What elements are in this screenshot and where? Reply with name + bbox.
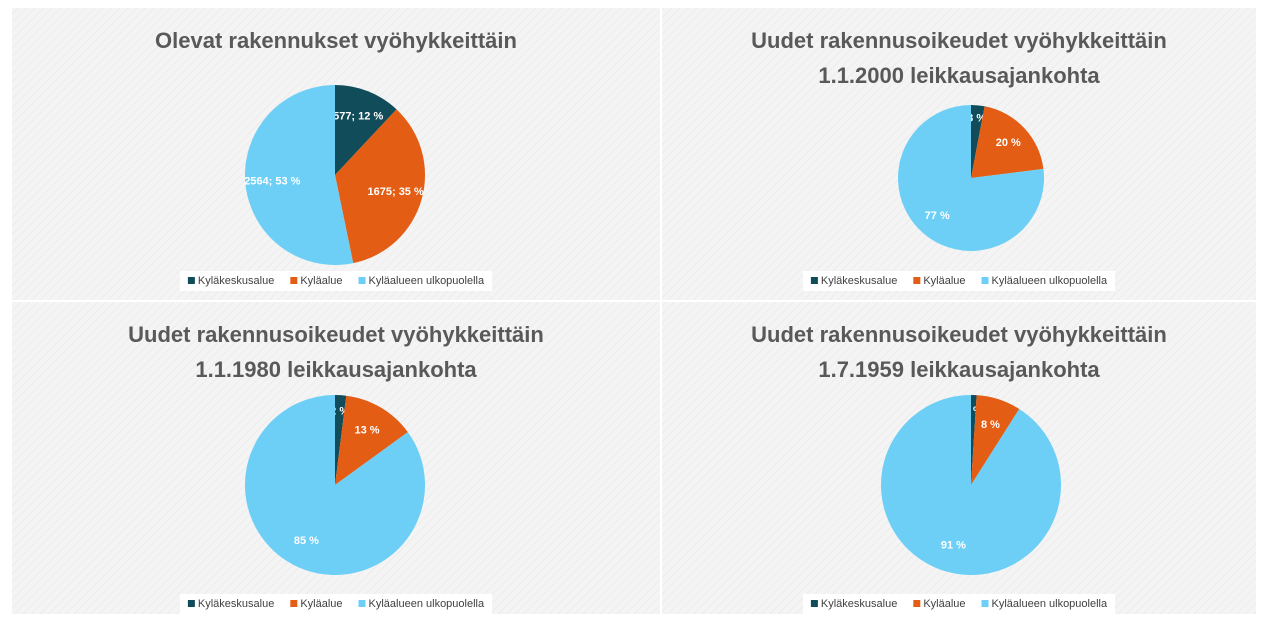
legend-box xyxy=(802,594,1116,614)
pie-slice xyxy=(971,395,977,485)
legend-label: Kyläalueen ulkopuolella xyxy=(992,275,1108,287)
legend-swatch xyxy=(913,600,921,607)
legend-swatch xyxy=(187,600,195,607)
pie-slice xyxy=(971,105,985,178)
legend-label: Kyläalueen ulkopuolella xyxy=(369,598,485,610)
pie-slice xyxy=(971,395,1020,485)
legend-swatch xyxy=(981,277,989,284)
legend-swatch xyxy=(358,277,366,284)
legend-swatch xyxy=(913,277,921,284)
data-label: 20 % xyxy=(996,137,1021,149)
chart-title: Olevat rakennukset vyöhykkeittäin xyxy=(155,28,517,53)
legend-label: Kyläkeskusalue xyxy=(821,598,897,610)
legend-label: Kyläalue xyxy=(923,275,965,287)
pie-chart: Olevat rakennukset vyöhykkeittäin 577; 12… xyxy=(12,8,660,300)
legend-swatch xyxy=(187,277,195,284)
legend: Kyläkeskusalue Kyläalue Kyläalueen ulkopuo… xyxy=(179,271,493,291)
legend: Kyläkeskusalue Kyläalue Kyläalueen ulkopuo… xyxy=(802,594,1116,614)
pie-slice xyxy=(335,85,397,175)
chart-title: 1.1.1980 leikkausajankohta xyxy=(195,357,477,382)
legend-swatch xyxy=(290,277,298,284)
legend-swatch xyxy=(810,600,818,607)
legend-label: Kyläkeskusalue xyxy=(198,598,274,610)
pie-chart: Uudet rakennusoikeudet vyöhykkeittäin 1.1… xyxy=(12,302,660,614)
data-label: 85 % xyxy=(294,535,319,547)
legend-box xyxy=(179,594,493,614)
pie-slice xyxy=(335,395,347,485)
legend-label: Kyläalue xyxy=(300,598,342,610)
pie-slice xyxy=(335,109,426,264)
legend-label: Kyläkeskusalue xyxy=(198,275,274,287)
pie-slice xyxy=(335,395,408,485)
pie-slice xyxy=(245,85,354,266)
legend-box xyxy=(802,271,1116,291)
legend-swatch xyxy=(358,600,366,607)
data-label: 91 % xyxy=(941,539,966,551)
pie-slice xyxy=(880,395,1061,575)
chart-title: Uudet rakennusoikeudet vyöhykkeittäin xyxy=(751,322,1167,347)
data-label: 3 % xyxy=(967,112,986,124)
legend: Kyläkeskusalue Kyläalue Kyläalueen ulkopuo… xyxy=(179,594,493,614)
legend-label: Kyläalueen ulkopuolella xyxy=(369,275,485,287)
legend-label: Kyläalue xyxy=(300,275,342,287)
legend-swatch xyxy=(810,277,818,284)
pie-chart: Uudet rakennusoikeudet vyöhykkeittäin 1.7… xyxy=(662,302,1256,614)
chart-title: Uudet rakennusoikeudet vyöhykkeittäin xyxy=(751,28,1167,53)
pie-slice xyxy=(244,395,425,575)
data-label: 1675; 35 % xyxy=(368,186,424,198)
pie-slice xyxy=(897,105,1044,251)
chart-title: Uudet rakennusoikeudet vyöhykkeittäin xyxy=(128,322,544,347)
data-label: 2564; 53 % xyxy=(244,175,300,187)
legend-swatch xyxy=(290,600,298,607)
chart-title: 1.7.1959 leikkausajankohta xyxy=(818,357,1100,382)
legend-label: Kyläkeskusalue xyxy=(821,275,897,287)
legend: Kyläkeskusalue Kyläalue Kyläalueen ulkopuo… xyxy=(802,271,1116,291)
data-label: 77 % xyxy=(925,210,950,222)
chart-title: 1.1.2000 leikkausajankohta xyxy=(818,63,1100,88)
data-label: 13 % xyxy=(355,425,380,437)
legend-swatch xyxy=(981,600,989,607)
pie-chart: Uudet rakennusoikeudet vyöhykkeittäin 1.1… xyxy=(662,8,1256,300)
data-label: 577; 12 % xyxy=(333,110,383,122)
data-label: 8 % xyxy=(981,419,1000,431)
legend-label: Kyläalue xyxy=(923,598,965,610)
pie-slice xyxy=(971,106,1044,178)
legend-box xyxy=(179,271,493,291)
legend-label: Kyläalueen ulkopuolella xyxy=(992,598,1108,610)
